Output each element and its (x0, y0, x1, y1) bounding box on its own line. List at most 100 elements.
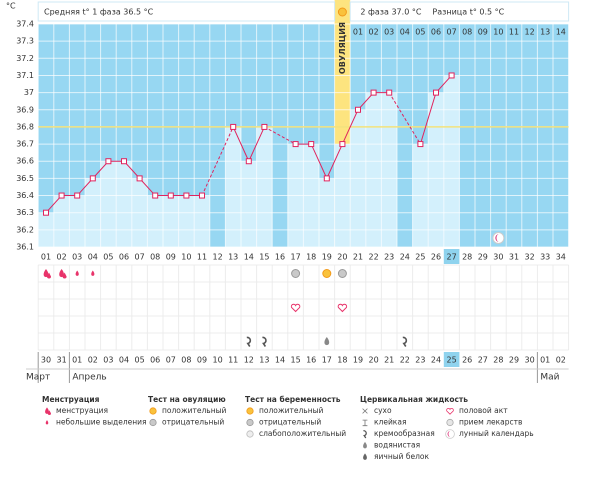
day-number: 33 (540, 253, 550, 262)
legend-title: Тест на беременность (245, 395, 341, 404)
sun (246, 407, 254, 415)
bar (225, 126, 241, 247)
y-tick-label: 37.3 (16, 37, 34, 46)
day-number: 20 (337, 253, 347, 262)
day-number: 11 (197, 253, 207, 262)
bar (178, 195, 195, 247)
point (339, 141, 346, 148)
phase2-day: 05 (415, 28, 425, 37)
legend-item: кремообразная (374, 429, 435, 438)
drop (43, 269, 49, 278)
drop (324, 337, 330, 346)
legend-item: отрицательный (162, 418, 224, 427)
day-number: 29 (478, 253, 488, 262)
phase2-day: 14 (556, 28, 566, 37)
point (417, 141, 424, 148)
heart (337, 303, 348, 313)
drop (91, 270, 95, 276)
day-number: 24 (400, 253, 410, 262)
phase2-day: 02 (369, 28, 379, 37)
day-number: 27 (447, 253, 457, 262)
gap-connector (388, 92, 421, 145)
calendar-date: 26 (462, 356, 472, 365)
bar (163, 195, 179, 247)
drop (47, 410, 51, 415)
phase2-day: 12 (525, 28, 535, 37)
phase2-day: 11 (509, 28, 519, 37)
phase2-average: 2 фаза 37.0 °C (360, 8, 421, 17)
sun (149, 407, 157, 415)
phase2-day: 01 (353, 28, 363, 37)
legend-item: небольшие выделения (56, 418, 147, 427)
calendar-date: 07 (166, 356, 176, 365)
point (89, 175, 96, 182)
legend-item: лунный календарь (459, 429, 534, 438)
grey-circle (246, 418, 254, 427)
bar (381, 92, 397, 247)
legend-item: водянистая (374, 441, 420, 450)
moon-bg (492, 232, 505, 244)
phase2-day: 06 (431, 28, 441, 37)
day-number: 14 (244, 253, 254, 262)
y-tick-label: 36.3 (16, 208, 34, 217)
legend-icon (246, 418, 254, 427)
legend-icon (363, 453, 367, 460)
day-marker (91, 270, 95, 276)
day-number: 32 (525, 253, 535, 262)
y-axis-label: °C (6, 2, 16, 11)
point (245, 158, 252, 165)
point (292, 141, 299, 148)
day-number: 03 (72, 253, 82, 262)
legend-icon (149, 418, 157, 427)
legend-item: половой акт (459, 406, 508, 415)
legend-icon (363, 441, 367, 449)
legend-title: Менструация (42, 395, 100, 404)
y-tick-label: 36.5 (16, 174, 34, 183)
legend-icon (45, 420, 49, 425)
y-tick-label: 36.1 (16, 243, 34, 252)
crescent (447, 430, 451, 438)
legend-item: слабоположительный (259, 429, 346, 438)
calendar-date: 23 (415, 356, 425, 365)
calendar-date: 11 (228, 356, 238, 365)
calendar-date: 08 (181, 356, 191, 365)
y-tick-label: 36.6 (16, 157, 34, 166)
bar (241, 161, 257, 247)
day-marker (75, 270, 79, 276)
bar (69, 195, 85, 247)
day-number: 21 (353, 253, 363, 262)
day-number: 07 (135, 253, 145, 262)
calendar-date: 02 (88, 356, 98, 365)
calendar-date: 13 (259, 356, 269, 365)
legend-icon (149, 407, 157, 415)
drop (75, 270, 79, 276)
day-number: 02 (57, 253, 67, 262)
calendar-date: 19 (353, 356, 363, 365)
day-number: 06 (119, 253, 129, 262)
legend-item: отрицательный (259, 418, 321, 427)
day-number: 28 (462, 253, 472, 262)
calendar-date: 15 (291, 356, 301, 365)
point (152, 192, 159, 199)
day-number: 30 (493, 253, 503, 262)
legend-icon (445, 429, 455, 439)
legend-icon (363, 430, 367, 439)
ovulation-sun (337, 7, 347, 17)
day-number: 04 (88, 253, 98, 262)
y-tick-label: 37 (24, 88, 34, 97)
point (74, 192, 81, 199)
calendar-date: 02 (556, 356, 566, 365)
y-tick-label: 36.4 (16, 191, 34, 200)
drop (45, 420, 49, 425)
pale-circle (246, 430, 254, 438)
day-number: 10 (181, 253, 191, 262)
legend-title: Тест на овуляцию (148, 395, 226, 404)
point (355, 106, 361, 113)
ovulation-label: ОВУЛЯЦИЯ (338, 22, 347, 74)
legend-icon (246, 430, 254, 438)
phase2-day: 09 (478, 28, 488, 37)
legend-item: яичный белок (374, 452, 430, 461)
point (43, 209, 49, 216)
point (323, 175, 330, 182)
